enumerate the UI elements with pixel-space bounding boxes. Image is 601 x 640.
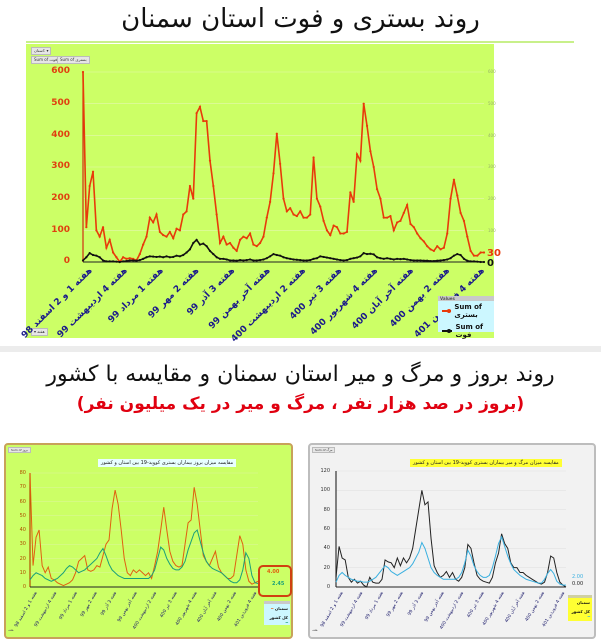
mortality-chart-panel: Sum of مرگ مقایسه میزان مرگ و میر بیمارا… <box>308 443 596 639</box>
end-label-country: 2.45 <box>272 581 285 587</box>
field-button[interactable]: Sum of مرگ <box>312 447 336 453</box>
y-tick: 0 <box>22 584 26 590</box>
y2-tick: 300 <box>488 164 496 169</box>
end-label-hospitalized: 30 <box>487 248 501 259</box>
y-tick: 500 <box>51 98 70 108</box>
incidence-chart-plot <box>29 472 259 588</box>
field-button[interactable]: Sum of بروز <box>8 447 31 453</box>
legend-swatch <box>442 328 453 333</box>
page-title: روند بستری و فوت استان سمنان <box>121 4 480 34</box>
highlight-box <box>258 565 292 597</box>
end-label-country: 2.00 <box>572 574 584 580</box>
incidence-legend: سمنان ━ کل کشور ━ <box>264 601 290 625</box>
end-label-province: 4.00 <box>267 569 280 575</box>
y2-tick: 200 <box>488 196 496 201</box>
y-tick: 400 <box>51 130 70 140</box>
y-tick: 0 <box>63 256 70 266</box>
week-button[interactable]: هفته <box>8 628 14 632</box>
legend-item-province: سمنان <box>576 600 590 605</box>
y-tick: 100 <box>320 487 330 494</box>
legend-item-country: کل کشور ━ <box>571 609 591 619</box>
field-button-hospitalized[interactable]: Sum of بستری <box>57 56 90 64</box>
y-tick: 60 <box>323 526 330 532</box>
end-label-province: 0.00 <box>572 581 584 587</box>
end-label-deaths: 0 <box>487 258 494 269</box>
y-tick: 100 <box>51 225 70 235</box>
main-legend: Values Sum of بستری Sum of فوت <box>438 296 494 339</box>
main-chart-plot <box>81 70 486 264</box>
y2-tick: 100 <box>488 228 496 233</box>
y-tick: 300 <box>51 161 70 171</box>
legend-item-country: کل کشور ━ <box>269 615 289 625</box>
section-title: روند بروز و مرگ و میر استان سمنان و مقای… <box>46 362 555 387</box>
legend-swatch <box>442 308 452 313</box>
y-tick: 10 <box>19 569 26 576</box>
y-tick: 40 <box>19 527 26 533</box>
title-underline <box>26 41 574 43</box>
y-tick: 50 <box>19 512 26 519</box>
main-chart-panel: استان: ▾ Sum of فوت Sum of بستری ▾ هفته … <box>19 44 501 344</box>
y-tick: 70 <box>19 484 26 491</box>
filter-button[interactable]: استان: ▾ <box>31 47 52 55</box>
week-button[interactable]: ▾ هفته <box>31 328 48 336</box>
y-tick: 80 <box>323 506 330 513</box>
section-separator <box>0 346 601 352</box>
y-tick: 20 <box>19 555 26 562</box>
y2-tick: 400 <box>488 133 496 138</box>
y-tick: 120 <box>320 468 330 474</box>
y-tick: 200 <box>51 193 70 203</box>
legend-item-province: سمنان ━ <box>271 606 288 611</box>
chart-title: مقایسه میزان بروز بیماران بستری کووید-19… <box>98 459 237 467</box>
mortality-chart-plot <box>335 470 567 588</box>
y-tick: 80 <box>19 470 26 476</box>
section-subtitle: (بروز در صد هزار نفر ، مرگ و میر در یک م… <box>76 394 525 414</box>
y-tick: 600 <box>51 66 70 76</box>
legend-item-hospitalized: Sum of بستری <box>438 301 494 321</box>
y-tick: 30 <box>19 541 26 548</box>
incidence-chart-panel: Sum of بروز مقایسه میزان بروز بیماران بس… <box>4 443 293 639</box>
y-tick: 60 <box>19 498 26 505</box>
y-tick: 20 <box>323 564 330 571</box>
y2-tick: 600 <box>488 69 496 74</box>
legend-item-deaths: Sum of فوت <box>438 321 494 341</box>
week-button[interactable]: هفته <box>312 628 318 632</box>
y2-tick: 500 <box>488 101 496 106</box>
y-tick: 40 <box>323 545 330 552</box>
legend-header: Values <box>438 296 494 301</box>
y-tick: 0 <box>326 584 330 590</box>
chart-title: مقایسه میزان مرگ و میر بیماران بستری کوو… <box>410 459 562 467</box>
mortality-legend: سمنان کل کشور ━ <box>568 595 592 621</box>
